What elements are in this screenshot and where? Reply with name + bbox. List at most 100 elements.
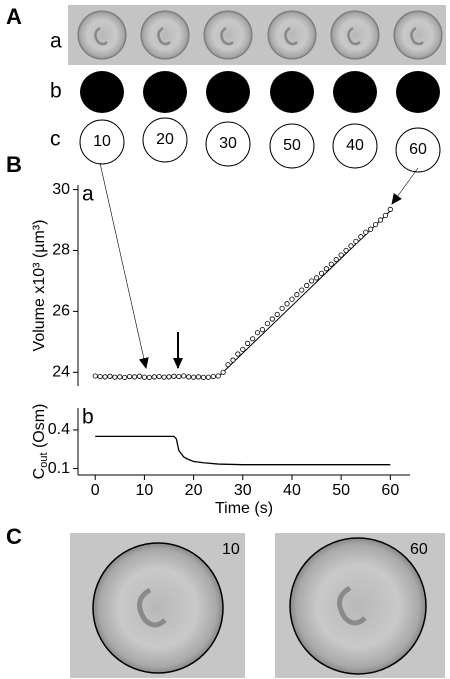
data-point [205, 374, 211, 380]
data-point [279, 305, 285, 311]
panel-sublabel: b [82, 406, 94, 429]
label-part: (Osm) [31, 404, 48, 453]
data-point [372, 221, 379, 228]
y-tick-label: 26 [52, 303, 70, 320]
data-point [161, 374, 167, 380]
silhouette [270, 71, 314, 113]
data-point [284, 301, 290, 307]
data-point [181, 373, 187, 379]
row-label: b [50, 80, 62, 103]
data-point [274, 311, 280, 318]
data-point [304, 282, 310, 289]
image-label: 60 [410, 541, 428, 558]
y-tick-label: 0.1 [48, 460, 70, 477]
time-label: 50 [283, 137, 301, 154]
data-point [186, 374, 192, 380]
y-tick-label: 0.4 [48, 421, 70, 438]
data-point [382, 212, 389, 219]
connector [99, 162, 149, 369]
data-point [358, 234, 364, 240]
data-point [156, 373, 162, 380]
data-point [92, 373, 98, 379]
data-point [127, 373, 133, 380]
time-label: 30 [219, 135, 237, 152]
image-strip [68, 5, 446, 65]
y-axis-label: Volume x10³ (µm³) [31, 220, 48, 352]
data-point [299, 287, 305, 293]
data-point [195, 374, 202, 380]
cell [203, 10, 253, 60]
data-point [294, 292, 300, 298]
data-point [240, 346, 246, 353]
time-circle [269, 123, 315, 169]
time-label: 40 [346, 137, 364, 154]
data-point [338, 252, 344, 258]
data-point [363, 229, 369, 235]
data-point [245, 340, 251, 346]
x-tick-label: 10 [136, 482, 154, 499]
panel-label: C [6, 524, 22, 549]
data-point [328, 261, 334, 267]
time-circle [205, 121, 251, 167]
y-tick-label: 30 [52, 181, 70, 198]
cell-detail [220, 26, 234, 46]
y-tick-label: 24 [52, 364, 70, 381]
x-tick-label: 20 [185, 482, 203, 499]
panel-label: B [6, 152, 22, 177]
data-point [309, 278, 315, 284]
data-point [102, 374, 108, 380]
data-point [333, 257, 339, 263]
cell-detail [337, 585, 367, 626]
data-point [377, 217, 384, 223]
data-point [131, 374, 138, 380]
x-tick-label: 30 [234, 482, 252, 499]
cell-detail [347, 26, 361, 46]
time-label: 10 [93, 133, 111, 150]
time-circle [79, 119, 125, 165]
cell-detail [94, 26, 108, 46]
data-point [289, 296, 295, 302]
x-tick-label: 0 [91, 482, 100, 499]
data-point [220, 369, 226, 375]
data-point [313, 275, 320, 281]
data-point [171, 373, 177, 379]
data-point [387, 206, 393, 212]
row-label: c [50, 128, 61, 151]
data-point [141, 374, 147, 380]
data-point [210, 373, 216, 380]
y-tick-label: 28 [52, 242, 70, 259]
data-point [318, 270, 325, 276]
data-point [97, 373, 103, 380]
data-point [166, 374, 172, 380]
cell [92, 542, 224, 674]
time-circle [142, 117, 188, 163]
data-point [250, 336, 256, 342]
data-point [225, 362, 231, 368]
silhouette [206, 71, 250, 113]
time-label: 60 [409, 141, 427, 158]
x-tick-label: 60 [381, 482, 399, 499]
data-point [151, 374, 157, 380]
cell-detail [137, 587, 167, 628]
data-line [95, 435, 391, 466]
data-point [343, 247, 349, 254]
data-point [269, 316, 275, 322]
silhouette [80, 71, 124, 113]
data-point [323, 266, 329, 272]
label-sub: out [38, 453, 50, 468]
data-point [348, 243, 354, 249]
data-point [136, 373, 143, 379]
data-point [176, 373, 182, 380]
data-point [259, 327, 266, 333]
data-point [368, 226, 374, 232]
cell-detail [284, 26, 298, 46]
data-point [200, 374, 207, 381]
data-point [264, 320, 270, 327]
cell [289, 537, 427, 675]
cell [77, 10, 127, 60]
row-label: a [50, 30, 62, 53]
cell-detail [157, 26, 171, 46]
panel-sublabel: a [82, 183, 94, 206]
silhouette [143, 71, 187, 113]
